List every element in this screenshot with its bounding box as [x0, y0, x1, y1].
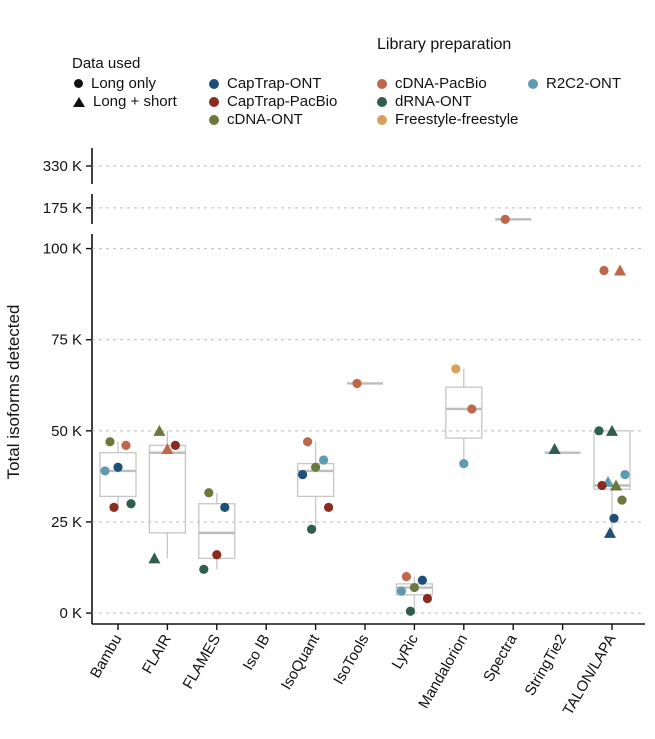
point-drna-ont — [606, 424, 618, 436]
x-tick-label: Iso IB — [240, 632, 274, 674]
point-cdna-pacbio — [614, 264, 626, 276]
point-cdna-ont — [153, 424, 166, 436]
x-tick-label: Spectra — [480, 631, 521, 685]
point-cdna-pacbio — [467, 404, 477, 414]
point-cdna-pacbio — [599, 265, 609, 276]
box-iqr — [593, 430, 631, 490]
legend-item-freestyle: Freestyle-freestyle — [377, 111, 518, 128]
color-swatch-icon — [528, 78, 538, 89]
point-captrap-ont — [113, 462, 123, 472]
color-swatch-icon — [377, 78, 387, 89]
point-captrap-ont — [417, 575, 427, 585]
point-freestyle-freestyle — [451, 364, 461, 374]
x-tick-label: IsoTools — [330, 632, 372, 688]
point-captrap-ont — [609, 513, 619, 523]
y-tick-label: 175 K — [43, 200, 82, 217]
color-swatch-icon — [377, 114, 387, 125]
legend-item-cdna-ont: cDNA-ONT — [209, 111, 303, 128]
legend-item-long-short: Long + short — [73, 93, 177, 110]
point-cdna-pacbio — [352, 378, 362, 389]
point-drna-ont — [126, 499, 136, 509]
point-drna-ont — [148, 552, 161, 564]
x-tick-label: IsoQuant — [278, 631, 324, 693]
legend-library-title: Library preparation — [377, 36, 512, 53]
x-tick-label: TALON/LAPA — [560, 632, 620, 719]
point-captrap-pacbio — [422, 593, 432, 604]
box-isoquant — [296, 441, 335, 530]
point-drna-ont — [548, 443, 561, 455]
point-cdna-ont — [105, 437, 115, 447]
point-drna-ont — [405, 606, 415, 616]
point-r2c2-ont — [620, 469, 630, 480]
point-captrap-pacbio — [109, 502, 119, 512]
box-iqr — [148, 444, 187, 534]
x-tick-label: Mandalorion — [415, 632, 471, 712]
legend-item-label: Freestyle-freestyle — [395, 111, 519, 128]
legend-item-captrap-pacbio: CapTrap-PacBio — [209, 93, 337, 110]
point-r2c2-ont — [459, 459, 469, 469]
legend-item-label: dRNA-ONT — [395, 93, 472, 110]
color-swatch-icon — [377, 96, 387, 107]
box-mandalorion — [445, 368, 483, 464]
point-r2c2-ont — [319, 455, 329, 465]
point-cdna-pacbio — [500, 214, 510, 224]
point-drna-ont — [594, 426, 604, 436]
point-cdna-pacbio — [121, 440, 131, 451]
legend-item-label: cDNA-PacBio — [395, 75, 487, 92]
legend-item-captrap-ont: CapTrap-ONT — [209, 75, 321, 92]
circle-shape-icon — [74, 79, 83, 88]
point-cdna-ont — [409, 582, 419, 593]
legend-item-label: Long only — [91, 75, 157, 92]
point-captrap-ont — [298, 469, 308, 480]
point-cdna-ont — [204, 488, 214, 498]
point-cdna-pacbio — [401, 572, 411, 582]
point-captrap-ont — [220, 502, 230, 512]
point-cdna-pacbio — [161, 443, 174, 455]
point-r2c2-ont — [396, 586, 406, 596]
x-tick-label: FLAMES — [180, 632, 225, 692]
legend-item-label: CapTrap-ONT — [227, 75, 322, 92]
y-tick-label: 75 K — [51, 332, 82, 349]
legend-data-used-title: Data used — [72, 55, 141, 72]
y-tick-label: 330 K — [43, 158, 82, 175]
legend-item-long-only: Long only — [74, 75, 156, 92]
point-drna-ont — [307, 524, 317, 534]
point-r2c2-ont — [100, 466, 110, 476]
legend-item-label: Long + short — [93, 93, 177, 110]
point-captrap-pacbio — [597, 480, 607, 491]
y-tick-label: 25 K — [51, 514, 82, 531]
point-captrap-ont — [604, 526, 616, 538]
legend-item-label: R2C2-ONT — [546, 75, 622, 92]
point-drna-ont — [199, 564, 209, 574]
point-captrap-pacbio — [212, 550, 222, 560]
triangle-shape-icon — [73, 96, 85, 107]
point-cdna-pacbio — [303, 437, 313, 447]
legend-item-label: CapTrap-PacBio — [227, 93, 338, 110]
point-cdna-ont — [311, 462, 321, 472]
point-cdna-ont — [610, 479, 622, 491]
legend-item-drna-ont: dRNA-ONT — [377, 93, 472, 110]
x-tick-label: FLAIR — [139, 631, 175, 676]
legend-item-cdna-pacbio: cDNA-PacBio — [377, 75, 487, 92]
y-tick-label: 100 K — [43, 241, 82, 258]
color-swatch-icon — [209, 114, 219, 125]
y-tick-label: 0 K — [59, 605, 82, 622]
color-swatch-icon — [209, 96, 219, 107]
x-tick-label: Bambu — [87, 632, 125, 682]
point-captrap-pacbio — [170, 440, 180, 451]
legend-item-label: cDNA-ONT — [227, 111, 303, 128]
point-cdna-ont — [617, 495, 627, 505]
legend-item-r2c2-ont: R2C2-ONT — [528, 75, 621, 92]
x-tick-label: LyRic — [389, 631, 422, 672]
y-tick-label: 50 K — [51, 423, 82, 440]
x-tick-label: StringTie2 — [521, 632, 570, 699]
point-captrap-pacbio — [324, 502, 334, 512]
color-swatch-icon — [209, 78, 219, 89]
